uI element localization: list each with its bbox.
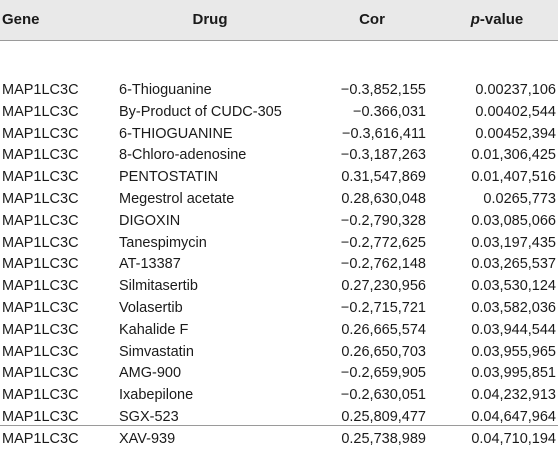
cell-pvalue: 0.00237,106	[475, 82, 556, 98]
cell-gene: MAP1LC3C	[2, 190, 79, 207]
cell-pvalue: 0.03,265,537	[471, 256, 556, 273]
cell-cor: −0.2,715,721	[340, 299, 426, 316]
table-row: MAP1LC3C 8-Chloro-adenosine −0.3,187,263 0.…	[0, 145, 558, 167]
header-divider	[0, 39, 558, 80]
cell-cor: −0.2,659,905	[340, 365, 426, 382]
table-row: MAP1LC3C DIGOXIN −0.2,790,328 0.03,085,066	[0, 211, 558, 233]
cell-drug: Ixabepilone	[119, 387, 194, 404]
cell-cor: −0.2,630,051	[340, 387, 426, 404]
cell-drug: Kahalide F	[119, 321, 189, 338]
cell-pvalue: 0.03,085,066	[471, 212, 556, 229]
table-row: MAP1LC3C Simvastatin 0.26,650,703 0.03,955,…	[0, 342, 558, 364]
cell-pvalue: 0.00452,394	[475, 125, 556, 142]
header-pvalue-suffix: -value	[479, 11, 524, 29]
cell-drug: Volasertib	[119, 299, 183, 316]
cell-pvalue: 0.01,306,425	[471, 147, 556, 164]
cell-cor: −0.366,031	[353, 103, 426, 120]
cell-gene: MAP1LC3C	[2, 387, 79, 404]
table-row: MAP1LC3C Tanespimycin −0.2,772,625 0.03,197…	[0, 233, 558, 255]
cell-pvalue: 0.0265,773	[483, 190, 556, 207]
cell-pvalue: 0.04,710,194	[471, 430, 556, 447]
table-header: Gene Drug Cor p-value	[0, 0, 558, 80]
cell-drug: SGX-523	[119, 408, 179, 425]
table-row: MAP1LC3C AMG-900 −0.2,659,905 0.03,995,851	[0, 363, 558, 385]
cell-cor: −0.2,762,148	[340, 256, 426, 273]
cell-gene: MAP1LC3C	[2, 343, 79, 360]
cell-drug: XAV-939	[119, 430, 176, 447]
cell-cor: 0.31,547,869	[341, 169, 426, 186]
cell-drug: DIGOXIN	[119, 212, 181, 229]
cell-pvalue: 0.03,944,544	[471, 321, 556, 338]
header-gene: Gene	[0, 0, 112, 40]
cell-cor: 0.27,230,956	[341, 278, 426, 295]
cell-pvalue: 0.03,995,851	[471, 365, 556, 382]
cell-gene: MAP1LC3C	[2, 234, 79, 251]
cell-cor: −0.3,616,411	[342, 125, 426, 142]
table-row: MAP1LC3C Silmitasertib 0.27,230,956 0.03,53…	[0, 276, 558, 298]
table-row: MAP1LC3C AT-13387 −0.2,762,148 0.03,265,537	[0, 254, 558, 276]
cell-pvalue: 0.01,407,516	[471, 169, 556, 186]
cell-gene: MAP1LC3C	[2, 212, 79, 229]
cell-drug: 6-THIOGUANINE	[119, 125, 233, 142]
cell-drug: AMG-900	[119, 365, 182, 382]
cell-drug: By-Product of CUDC-305	[119, 103, 282, 120]
table-row: MAP1LC3C PENTOSTATIN 0.31,547,869 0.01,407,…	[0, 167, 558, 189]
cell-gene: MAP1LC3C	[2, 321, 79, 338]
cell-drug: Megestrol acetate	[119, 190, 235, 207]
cell-pvalue: 0.03,582,036	[471, 299, 556, 316]
cell-drug: Simvastatin	[119, 343, 194, 360]
table-body: MAP1LC3C 6-Thioguanine −0.3,852,155 0.00237…	[0, 80, 558, 451]
cell-drug: 8-Chloro-adenosine	[119, 147, 247, 164]
cell-cor: 0.28,630,048	[341, 190, 426, 207]
cell-pvalue: 0.00402,544	[475, 103, 556, 120]
table-row: MAP1LC3C Ixabepilone −0.2,630,051 0.04,232,…	[0, 385, 558, 407]
cell-gene: MAP1LC3C	[2, 365, 79, 382]
header-pvalue-p: p	[470, 11, 480, 29]
cell-cor: 0.25,809,477	[341, 408, 426, 425]
cell-gene: MAP1LC3C	[2, 408, 79, 425]
cell-drug: Tanespimycin	[119, 234, 207, 251]
cell-gene: MAP1LC3C	[2, 430, 79, 447]
cell-drug: Silmitasertib	[119, 278, 198, 295]
cell-drug: PENTOSTATIN	[119, 169, 219, 186]
cell-gene: MAP1LC3C	[2, 169, 79, 186]
cell-gene: MAP1LC3C	[2, 125, 79, 142]
cell-gene: MAP1LC3C	[2, 299, 79, 316]
header-cor: Cor	[308, 0, 436, 40]
cell-gene: MAP1LC3C	[2, 147, 79, 164]
cell-cor: −0.3,187,263	[340, 147, 426, 164]
table-row: MAP1LC3C Volasertib −0.2,715,721 0.03,582,0…	[0, 298, 558, 320]
table-row: MAP1LC3C XAV-939 0.25,738,989 0.04,710,194	[0, 429, 558, 451]
cell-drug: 6-Thioguanine	[119, 82, 212, 98]
header-pvalue: p-value	[436, 0, 558, 40]
cell-cor: 0.26,665,574	[341, 321, 426, 338]
cell-drug: AT-13387	[119, 256, 181, 273]
table-row: MAP1LC3C 6-THIOGUANINE −0.3,616,411 0.00452…	[0, 124, 558, 146]
header-drug: Drug	[112, 0, 308, 40]
table-row: MAP1LC3C 6-Thioguanine −0.3,852,155 0.00237…	[0, 80, 558, 102]
cell-gene: MAP1LC3C	[2, 256, 79, 273]
cell-pvalue: 0.03,197,435	[471, 234, 556, 251]
cell-cor: 0.25,738,989	[341, 430, 426, 447]
cell-pvalue: 0.04,647,964	[471, 408, 556, 425]
table-row: MAP1LC3C SGX-523 0.25,809,477 0.04,647,964	[0, 407, 558, 429]
cell-gene: MAP1LC3C	[2, 278, 79, 295]
cell-cor: 0.26,650,703	[341, 343, 426, 360]
cell-cor: −0.2,790,328	[340, 212, 426, 229]
cell-cor: −0.3,852,155	[340, 82, 426, 98]
header-row: Gene Drug Cor p-value	[0, 0, 558, 40]
table-row: MAP1LC3C Kahalide F 0.26,665,574 0.03,944,5…	[0, 320, 558, 342]
cell-pvalue: 0.04,232,913	[471, 387, 556, 404]
table-row: MAP1LC3C By-Product of CUDC-305 −0.366,031…	[0, 102, 558, 124]
header-rule	[0, 39, 558, 80]
cell-pvalue: 0.03,955,965	[471, 343, 556, 360]
cell-cor: −0.2,772,625	[340, 234, 426, 251]
table-row: MAP1LC3C Megestrol acetate 0.28,630,048 0.0…	[0, 189, 558, 211]
cell-pvalue: 0.03,530,124	[471, 278, 556, 295]
cell-gene: MAP1LC3C	[2, 103, 79, 120]
cell-gene: MAP1LC3C	[2, 82, 79, 98]
